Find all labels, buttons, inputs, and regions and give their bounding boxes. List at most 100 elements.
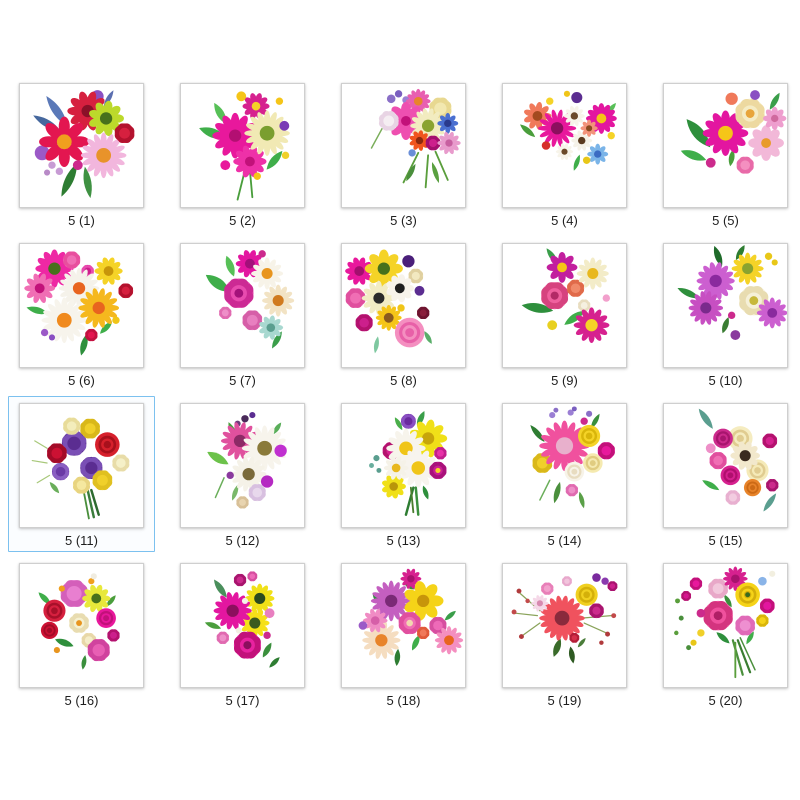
- file-tile[interactable]: 5 (10): [652, 236, 799, 392]
- file-tile[interactable]: 5 (20): [652, 556, 799, 712]
- bouquet-art: [199, 91, 290, 201]
- bouquet-art: [680, 90, 787, 174]
- file-tile[interactable]: 5 (13): [330, 396, 477, 552]
- grid-cell: 5 (19): [484, 556, 645, 716]
- file-name-label: 5 (19): [547, 693, 582, 708]
- file-name-label: 5 (2): [229, 213, 256, 228]
- thumbnail-image: [180, 403, 305, 528]
- thumbnail-image: [19, 243, 144, 368]
- thumbnail-image: [502, 563, 627, 688]
- thumbnail-image: [502, 403, 627, 528]
- thumbnail-image: [19, 563, 144, 688]
- bouquet-art: [370, 88, 461, 189]
- grid-cell: 5 (12): [162, 396, 323, 556]
- grid-cell: 5 (6): [1, 236, 162, 396]
- bouquet-art: [38, 573, 120, 670]
- file-name-label: 5 (8): [390, 373, 417, 388]
- file-name-label: 5 (3): [390, 213, 417, 228]
- file-name-label: 5 (5): [712, 213, 739, 228]
- file-tile[interactable]: 5 (8): [330, 236, 477, 392]
- thumbnail-image: [180, 243, 305, 368]
- grid-cell: 5 (8): [323, 236, 484, 396]
- file-tile[interactable]: 5 (6): [8, 236, 155, 392]
- file-name-label: 5 (6): [68, 373, 95, 388]
- file-name-label: 5 (9): [551, 373, 578, 388]
- bouquet-art: [698, 408, 779, 512]
- grid-cell: 5 (1): [1, 76, 162, 236]
- file-name-label: 5 (11): [65, 533, 98, 548]
- bouquet-art: [204, 571, 280, 668]
- file-name-label: 5 (14): [547, 533, 582, 548]
- grid-cell: 5 (18): [323, 556, 484, 716]
- thumbnail-image: [663, 243, 788, 368]
- grid-cell: 5 (14): [484, 396, 645, 556]
- file-name-label: 5 (7): [229, 373, 256, 388]
- grid-cell: 5 (5): [645, 76, 800, 236]
- thumbnail-image: [341, 563, 466, 688]
- grid-cell: 5 (17): [162, 556, 323, 716]
- bouquet-art: [205, 250, 295, 349]
- grid-cell: 5 (3): [323, 76, 484, 236]
- file-grid: 5 (1) 5 (2) 5 (3) 5 (4) 5 (5) 5 (6) 5 (7) 5 (8)…: [1, 76, 800, 716]
- bouquet-art: [345, 249, 432, 354]
- bouquet-art: [358, 568, 464, 667]
- thumbnail-image: [180, 83, 305, 208]
- file-tile[interactable]: 5 (12): [169, 396, 316, 552]
- grid-cell: 5 (20): [645, 556, 800, 716]
- thumbnail-image: [341, 243, 466, 368]
- file-name-label: 5 (17): [225, 693, 260, 708]
- thumbnail-image: [502, 83, 627, 208]
- thumbnail-image: [19, 403, 144, 528]
- file-tile[interactable]: 5 (14): [491, 396, 638, 552]
- thumbnail-image: [341, 83, 466, 208]
- bouquet-art: [677, 245, 787, 340]
- grid-cell: 5 (13): [323, 396, 484, 556]
- file-tile[interactable]: 5 (17): [169, 556, 316, 712]
- thumbnail-image: [19, 83, 144, 208]
- file-tile[interactable]: 5 (1): [8, 76, 155, 232]
- bouquet-art: [31, 417, 130, 520]
- bouquet-art: [24, 249, 134, 356]
- grid-cell: 5 (10): [645, 236, 800, 396]
- grid-cell: 5 (4): [484, 76, 645, 236]
- thumbnail-image: [341, 403, 466, 528]
- file-name-label: 5 (16): [64, 693, 99, 708]
- file-tile[interactable]: 5 (7): [169, 236, 316, 392]
- grid-cell: 5 (15): [645, 396, 800, 556]
- file-tile[interactable]: 5 (16): [8, 556, 155, 712]
- grid-cell: 5 (9): [484, 236, 645, 396]
- file-tile[interactable]: 5 (11): [8, 396, 155, 552]
- file-tile[interactable]: 5 (15): [652, 396, 799, 552]
- file-name-label: 5 (13): [386, 533, 421, 548]
- bouquet-art: [674, 566, 776, 679]
- file-tile[interactable]: 5 (9): [491, 236, 638, 392]
- grid-cell: 5 (11): [1, 396, 162, 556]
- file-name-label: 5 (1): [68, 213, 95, 228]
- thumbnail-image: [180, 563, 305, 688]
- thumbnail-image: [502, 243, 627, 368]
- file-name-label: 5 (10): [708, 373, 743, 388]
- file-name-label: 5 (12): [225, 533, 260, 548]
- file-name-label: 5 (18): [386, 693, 421, 708]
- thumbnail-image: [663, 83, 788, 208]
- file-name-label: 5 (15): [708, 533, 743, 548]
- bouquet-art: [207, 411, 288, 509]
- bouquet-art: [530, 406, 615, 509]
- thumbnail-image: [663, 403, 788, 528]
- bouquet-art: [520, 90, 617, 171]
- file-tile[interactable]: 5 (19): [491, 556, 638, 712]
- file-tile[interactable]: 5 (4): [491, 76, 638, 232]
- bouquet-art: [33, 90, 135, 199]
- file-name-label: 5 (4): [551, 213, 578, 228]
- bouquet-art: [511, 573, 618, 664]
- grid-cell: 5 (16): [1, 556, 162, 716]
- bouquet-art: [369, 410, 448, 516]
- bouquet-art: [521, 248, 611, 344]
- grid-cell: 5 (2): [162, 76, 323, 236]
- file-tile[interactable]: 5 (3): [330, 76, 477, 232]
- file-tile[interactable]: 5 (5): [652, 76, 799, 232]
- file-name-label: 5 (20): [708, 693, 743, 708]
- file-tile[interactable]: 5 (2): [169, 76, 316, 232]
- file-tile[interactable]: 5 (18): [330, 556, 477, 712]
